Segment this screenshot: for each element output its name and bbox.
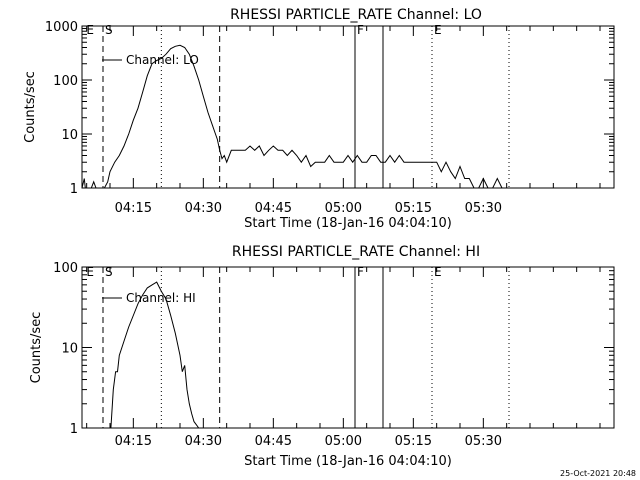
x-tick-label: 05:30	[465, 201, 502, 216]
y-axis-label: Counts/sec	[23, 71, 38, 143]
chart-panel-1: RHESSI PARTICLE_RATE Channel: LO Start Ti…	[23, 7, 615, 231]
marker-label: E	[434, 23, 442, 37]
x-tick-label: 04:45	[255, 434, 292, 449]
y-axis-label: Counts/sec	[29, 312, 44, 384]
x-axis-label: Start Time (18-Jan-16 04:04:10)	[244, 454, 452, 469]
y-tick-label: 1000	[45, 20, 78, 35]
y-tick-label: 100	[53, 74, 78, 89]
marker-label: F	[357, 265, 364, 279]
y-tick-label: 100	[53, 261, 78, 276]
chart-panel-2: RHESSI PARTICLE_RATE Channel: HI Start Ti…	[29, 244, 615, 469]
x-tick-label: 04:45	[255, 201, 292, 216]
x-tick-label: 04:15	[115, 201, 152, 216]
x-tick-label: 05:15	[395, 201, 432, 216]
series-line-2	[110, 281, 200, 429]
legend-label: Channel: HI	[126, 291, 196, 305]
series-line-1	[81, 44, 516, 189]
plot-frame	[81, 25, 615, 189]
x-tick-label: 04:30	[185, 434, 222, 449]
y-tick-label: 1	[70, 182, 78, 197]
chart-title: RHESSI PARTICLE_RATE Channel: LO	[230, 7, 482, 23]
x-tick-label: 05:00	[325, 201, 362, 216]
marker-label: S	[105, 265, 113, 279]
marker-label: E	[86, 23, 94, 37]
x-axis-label: Start Time (18-Jan-16 04:04:10)	[244, 216, 452, 231]
marker-label: S	[105, 23, 113, 37]
footer-timestamp: 25-Oct-2021 20:48	[560, 469, 636, 478]
x-tick-label: 05:00	[325, 434, 362, 449]
x-tick-label: 05:30	[465, 434, 502, 449]
chart-title: RHESSI PARTICLE_RATE Channel: HI	[232, 244, 480, 260]
marker-label: E	[86, 265, 94, 279]
y-tick-label: 10	[61, 128, 78, 143]
marker-label: F	[357, 23, 364, 37]
legend-label: Channel: LO	[126, 53, 199, 67]
y-tick-label: 10	[61, 342, 78, 357]
y-tick-label: 1	[70, 422, 78, 437]
x-tick-label: 04:15	[115, 434, 152, 449]
marker-label: E	[434, 265, 442, 279]
x-tick-label: 04:30	[185, 201, 222, 216]
x-tick-label: 05:15	[395, 434, 432, 449]
